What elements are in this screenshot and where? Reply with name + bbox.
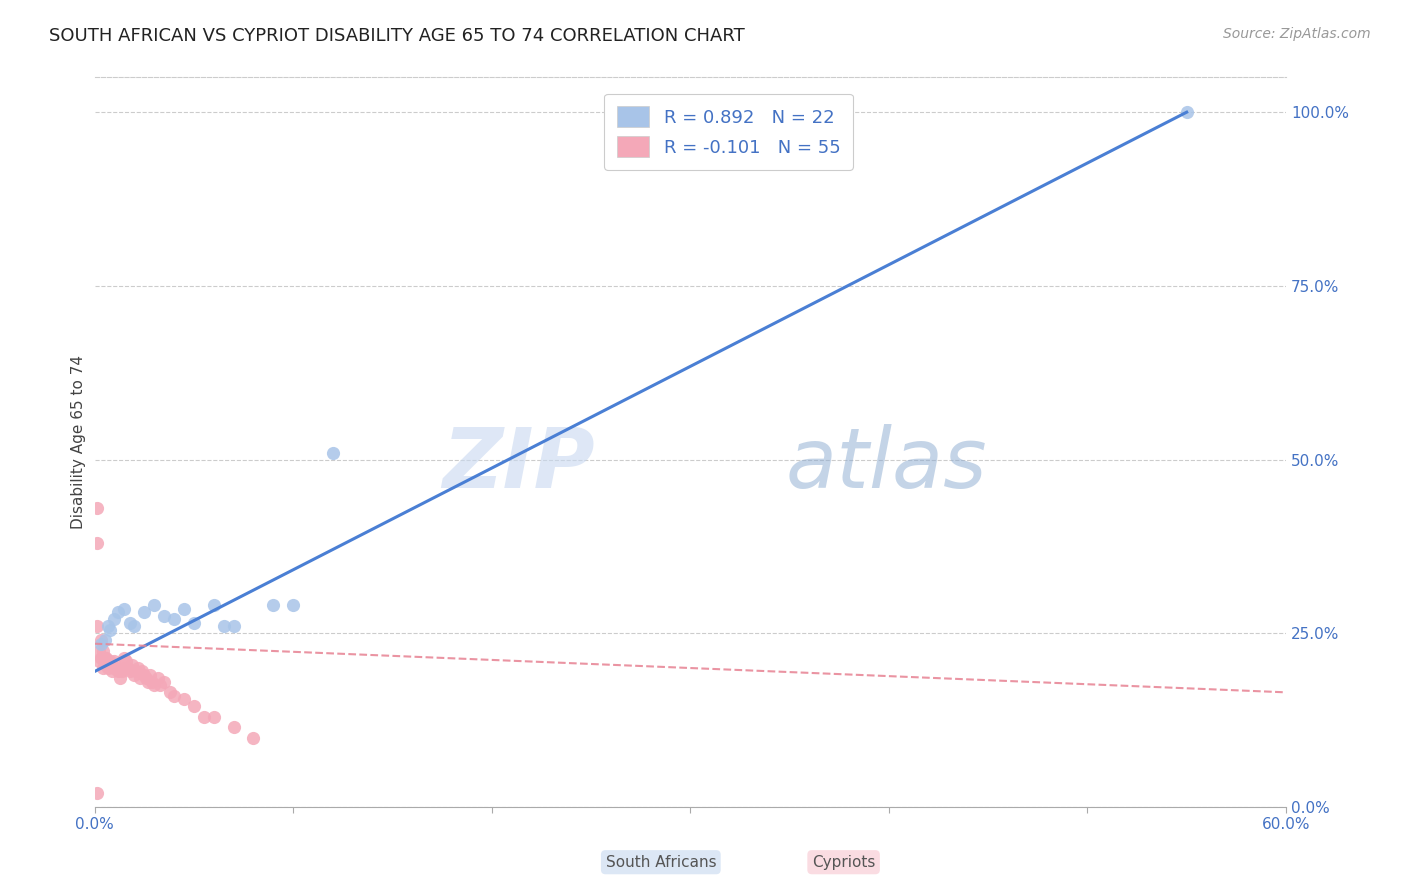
Point — [120, 615, 142, 630]
Point — [90, 650, 112, 665]
Text: Cypriots: Cypriots — [811, 855, 876, 870]
Text: Source: ZipAtlas.com: Source: ZipAtlas.com — [1223, 27, 1371, 41]
Point — [127, 661, 149, 675]
Legend: R = 0.892   N = 22, R = -0.101   N = 55: R = 0.892 N = 22, R = -0.101 N = 55 — [605, 94, 853, 169]
Point — [112, 661, 135, 675]
Point — [222, 619, 245, 633]
Point — [135, 672, 157, 686]
Point — [101, 657, 124, 672]
Point — [159, 685, 181, 699]
Point — [86, 786, 108, 800]
Y-axis label: Disability Age 65 to 74: Disability Age 65 to 74 — [72, 355, 86, 529]
Point — [87, 654, 110, 668]
Text: atlas: atlas — [786, 424, 987, 505]
Point — [183, 699, 205, 714]
Point — [153, 608, 176, 623]
Point — [90, 633, 112, 648]
Point — [103, 612, 125, 626]
Point — [111, 665, 134, 679]
Point — [112, 650, 135, 665]
Point — [183, 615, 205, 630]
Point — [173, 692, 195, 706]
Point — [134, 668, 156, 682]
Point — [193, 709, 215, 723]
Point — [96, 657, 118, 672]
Point — [121, 657, 143, 672]
Point — [86, 619, 108, 633]
Point — [93, 633, 115, 648]
Point — [173, 602, 195, 616]
Point — [107, 665, 129, 679]
Point — [136, 674, 159, 689]
Point — [97, 657, 120, 672]
Point — [212, 619, 235, 633]
Point — [202, 709, 225, 723]
Text: ZIP: ZIP — [443, 424, 595, 505]
Point — [93, 650, 115, 665]
Point — [129, 672, 152, 686]
Point — [115, 654, 138, 668]
Point — [124, 619, 146, 633]
Point — [96, 650, 118, 665]
Point — [146, 672, 169, 686]
Point — [100, 654, 122, 668]
Point — [242, 731, 264, 745]
Point — [112, 602, 135, 616]
Point — [107, 606, 129, 620]
Point — [124, 668, 146, 682]
Point — [163, 689, 186, 703]
Point — [281, 599, 304, 613]
Point — [101, 665, 124, 679]
Point — [143, 599, 166, 613]
Point — [120, 665, 142, 679]
Point — [105, 661, 128, 675]
Text: SOUTH AFRICAN VS CYPRIOT DISABILITY AGE 65 TO 74 CORRELATION CHART: SOUTH AFRICAN VS CYPRIOT DISABILITY AGE … — [49, 27, 745, 45]
Point — [134, 606, 156, 620]
Point — [202, 599, 225, 613]
Point — [86, 501, 108, 516]
Point — [149, 678, 172, 692]
Point — [141, 674, 163, 689]
Point — [262, 599, 284, 613]
Point — [103, 661, 125, 675]
Point — [153, 674, 176, 689]
Point — [87, 643, 110, 657]
Point — [103, 654, 125, 668]
Point — [110, 672, 132, 686]
Point — [222, 720, 245, 734]
Point — [86, 536, 108, 550]
Point — [1175, 105, 1198, 120]
Point — [163, 612, 186, 626]
Point — [97, 661, 120, 675]
Text: South Africans: South Africans — [606, 855, 716, 870]
Point — [97, 619, 120, 633]
Point — [125, 665, 148, 679]
Point — [117, 661, 139, 675]
Point — [131, 665, 153, 679]
Point — [91, 643, 114, 657]
Point — [143, 678, 166, 692]
Point — [100, 623, 122, 637]
Point — [97, 654, 120, 668]
Point — [100, 657, 122, 672]
Point — [91, 661, 114, 675]
Point — [322, 445, 344, 459]
Point — [139, 668, 162, 682]
Point — [90, 637, 112, 651]
Point — [93, 654, 115, 668]
